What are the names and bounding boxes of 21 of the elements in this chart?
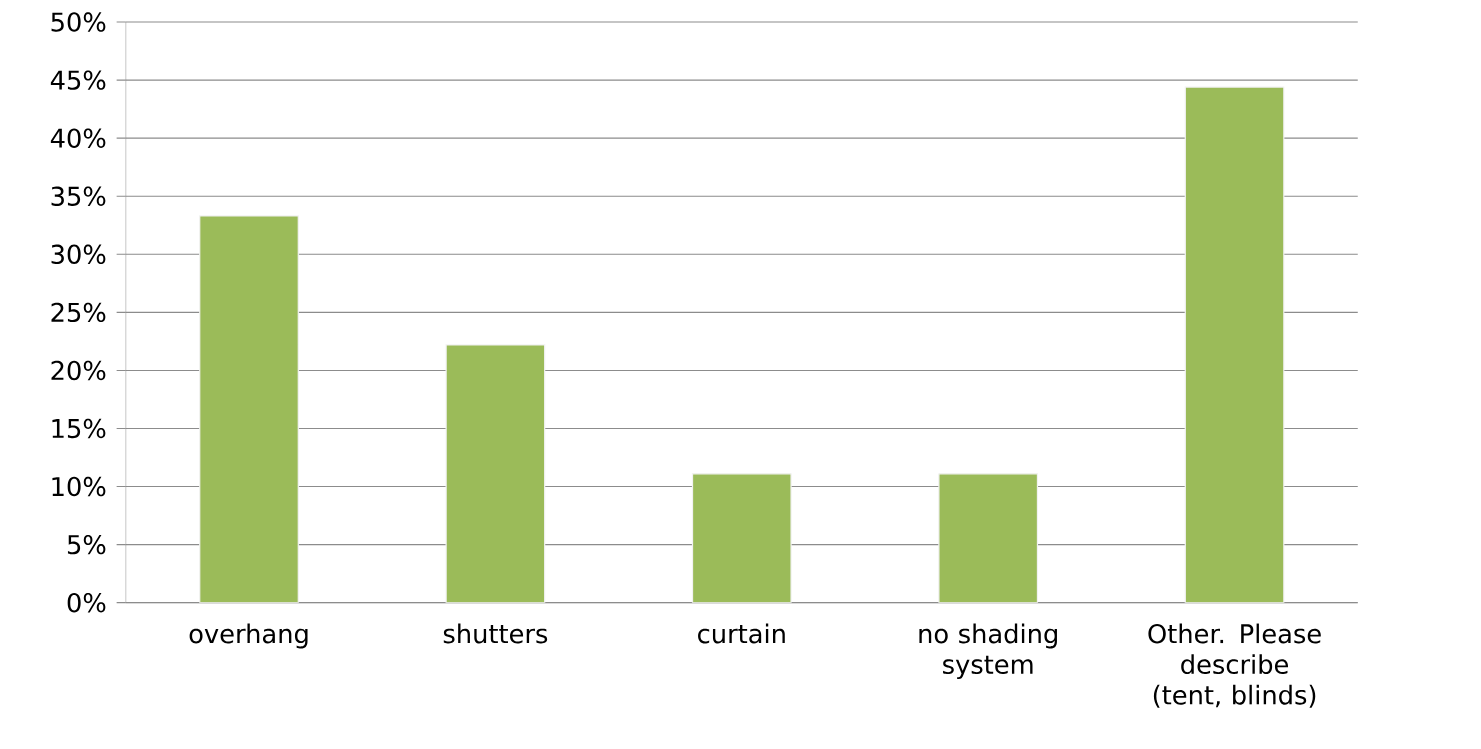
bar (938, 473, 1039, 603)
y-tick-label: 40% (50, 128, 106, 149)
y-tick-label: 20% (51, 360, 106, 381)
x-tick-label: Other. Please describe (tent, blinds) (1148, 623, 1321, 708)
y-tick-label: 15% (52, 418, 106, 439)
bar (1184, 86, 1285, 603)
x-tick-label: curtain (698, 623, 785, 644)
x-tick-label: no shading system (919, 623, 1057, 680)
y-tick-label: 25% (51, 302, 106, 323)
y-tick-label: 35% (51, 186, 106, 207)
y-tick-label: 50% (51, 12, 106, 32)
y-tick-label: 0% (67, 593, 106, 613)
y-tick-label: 5% (67, 535, 106, 555)
y-tick-label: 30% (51, 244, 106, 265)
bar (199, 215, 299, 603)
y-tick-label: 10% (52, 476, 106, 497)
x-tick-label: overhang (189, 623, 308, 649)
bar (691, 473, 792, 603)
y-tick-label: 45% (50, 70, 106, 90)
x-tick-label: shutters (443, 623, 548, 644)
bar (445, 344, 546, 603)
